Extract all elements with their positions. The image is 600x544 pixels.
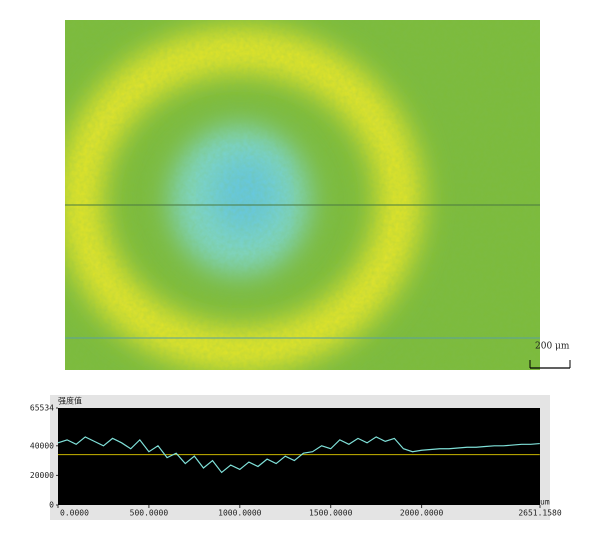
scale-bar-label: 200 μm [535,342,570,352]
intensity-image [65,20,540,370]
y-tick-label: 40000 [30,441,54,450]
x-tick-label: 1500.0000 [309,509,353,518]
x-tick-label: 500.0000 [130,509,169,518]
x-tick-label: 0.0000 [60,509,89,518]
y-tick-label: 65534 [30,404,54,413]
y-axis-label: 强度值 [58,396,82,406]
x-axis-label: um [540,498,550,507]
x-tick-label: 2651.1580 [518,509,562,518]
profile-line [57,436,540,474]
x-tick-label: 2000.0000 [400,509,444,518]
profile-chart: 0 20000 40000 65534 0.0000 500.0000 1000.0000 1… [30,404,562,518]
y-tick-label: 20000 [30,471,54,480]
x-tick-label: 1000.0000 [218,509,262,518]
y-tick-label: 0 [49,501,54,510]
